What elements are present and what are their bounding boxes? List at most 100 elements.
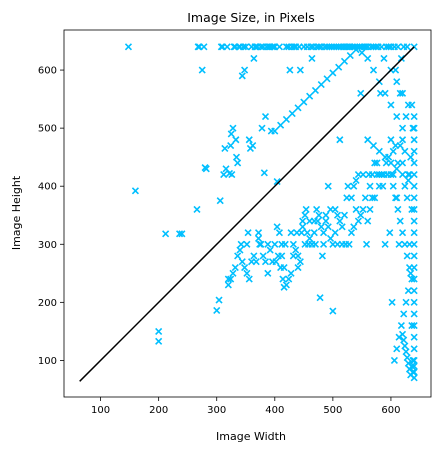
data-point <box>261 112 270 121</box>
data-point <box>320 229 328 237</box>
data-point <box>409 124 417 132</box>
data-point <box>410 182 418 190</box>
data-point <box>278 252 286 260</box>
data-point <box>282 43 290 51</box>
data-point <box>410 229 418 237</box>
data-point <box>410 136 418 144</box>
data-point <box>410 194 418 202</box>
data-point <box>306 92 314 100</box>
y-axis-ticks: 100 200 300 400 500 600 <box>38 66 64 367</box>
data-point <box>402 112 410 121</box>
data-point <box>250 54 258 63</box>
data-point <box>403 43 411 51</box>
title-group: Image Size, in Pixels <box>187 10 315 25</box>
data-point <box>264 269 272 277</box>
data-point <box>220 171 228 179</box>
data-point <box>350 223 358 231</box>
y-tick-label: 600 <box>38 66 57 77</box>
data-point <box>335 63 343 71</box>
plot-frame <box>63 29 432 398</box>
data-point <box>359 171 367 179</box>
data-point <box>155 337 163 345</box>
data-point <box>388 298 396 306</box>
data-point <box>407 153 415 161</box>
data-point <box>322 211 330 219</box>
data-point <box>239 43 248 51</box>
data-point <box>410 333 418 341</box>
data-point <box>393 165 401 173</box>
data-points <box>124 43 418 382</box>
data-point <box>315 43 323 51</box>
data-point <box>410 275 418 283</box>
data-point <box>317 81 325 89</box>
data-point <box>257 43 265 51</box>
data-point <box>403 252 411 260</box>
data-point <box>404 287 412 295</box>
data-point <box>257 240 265 248</box>
data-point <box>313 205 321 214</box>
data-point <box>261 258 270 266</box>
data-point <box>393 78 401 86</box>
data-point <box>244 229 252 237</box>
y-tick-label: 500 <box>38 124 57 135</box>
data-point <box>238 258 246 266</box>
data-point <box>398 124 407 132</box>
data-point <box>287 229 295 237</box>
data-point <box>343 194 351 202</box>
data-point <box>400 336 408 344</box>
data-point <box>329 307 337 315</box>
data-point <box>322 217 330 225</box>
data-point <box>336 217 344 225</box>
chart-title: Image Size, in Pixels <box>187 10 315 25</box>
data-point <box>364 217 372 225</box>
data-point <box>308 240 316 248</box>
reference-line <box>79 46 415 382</box>
data-point <box>258 124 266 132</box>
data-point <box>300 98 308 106</box>
data-point <box>329 69 337 77</box>
data-point <box>344 182 352 190</box>
data-point <box>392 194 400 202</box>
data-point <box>361 43 369 51</box>
data-point <box>238 72 246 80</box>
data-point <box>333 211 342 219</box>
data-point <box>352 205 360 214</box>
data-point <box>223 43 231 51</box>
data-point <box>289 252 297 260</box>
data-point <box>357 211 365 219</box>
data-point <box>222 165 230 173</box>
data-point <box>277 121 285 129</box>
data-point <box>320 240 328 248</box>
data-point <box>286 66 294 74</box>
data-point <box>404 101 412 109</box>
data-point <box>387 136 395 144</box>
data-point <box>408 205 416 214</box>
y-axis-label: Image Height <box>10 175 23 250</box>
data-point <box>224 275 232 283</box>
data-point <box>352 176 360 184</box>
y-tick-label: 400 <box>38 182 57 193</box>
data-point <box>408 322 416 330</box>
data-point <box>245 275 253 283</box>
data-point <box>398 330 407 338</box>
data-point <box>324 223 332 231</box>
data-point <box>256 240 264 248</box>
data-point <box>394 43 402 51</box>
data-point <box>303 229 311 237</box>
data-point <box>389 171 397 179</box>
x-tick-label: 200 <box>149 405 168 416</box>
data-point <box>280 263 288 272</box>
data-point <box>404 359 412 367</box>
data-point <box>217 43 225 51</box>
data-point <box>241 66 249 74</box>
data-point <box>387 101 395 109</box>
data-point <box>395 240 403 248</box>
data-point <box>410 147 418 155</box>
data-point <box>410 252 418 260</box>
data-point <box>354 217 362 225</box>
y-tick-label: 300 <box>38 240 57 251</box>
data-point <box>229 124 237 132</box>
y-tick-label: 200 <box>38 298 57 309</box>
data-point <box>243 240 251 248</box>
data-point <box>338 223 346 231</box>
